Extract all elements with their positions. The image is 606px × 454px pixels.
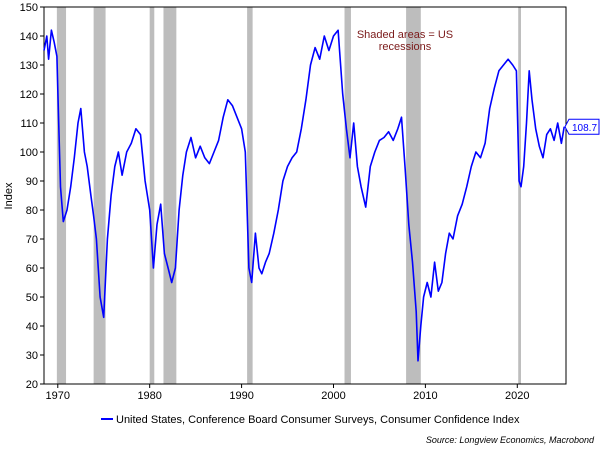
y-tick-label: 70 bbox=[26, 234, 38, 246]
annotation-line-1: Shaded areas = US bbox=[357, 29, 453, 41]
y-tick-label: 120 bbox=[20, 89, 38, 101]
y-tick-label: 50 bbox=[26, 292, 38, 304]
series-layer bbox=[43, 29, 565, 362]
y-tick-label: 60 bbox=[26, 263, 38, 275]
y-tick-label: 80 bbox=[26, 205, 38, 217]
legend: United States, Conference Board Consumer… bbox=[101, 414, 520, 426]
x-axis: 1970 1980 1990 2000 2010 2020 bbox=[46, 384, 530, 402]
x-tick-label: 2010 bbox=[413, 390, 437, 402]
recession-band bbox=[247, 7, 253, 384]
source-note: Source: Longview Economics, Macrobond bbox=[426, 435, 595, 445]
recession-band bbox=[163, 7, 177, 384]
y-axis-title: Index bbox=[3, 182, 15, 209]
plot-frame bbox=[43, 6, 567, 385]
y-tick-label: 130 bbox=[20, 60, 38, 72]
x-tick-label: 2000 bbox=[321, 390, 345, 402]
y-tick-label: 90 bbox=[26, 176, 38, 188]
x-tick-label: 1970 bbox=[46, 390, 70, 402]
legend-entry: United States, Conference Board Consumer… bbox=[116, 414, 520, 426]
x-tick-label: 1980 bbox=[137, 390, 161, 402]
last-value-marker: 108.7 bbox=[564, 118, 600, 135]
last-value-box bbox=[564, 118, 600, 135]
y-tick-label: 110 bbox=[20, 118, 38, 130]
y-tick-label: 150 bbox=[20, 2, 38, 14]
recession-band bbox=[406, 7, 421, 384]
recession-band bbox=[518, 7, 521, 384]
last-value-label: 108.7 bbox=[572, 123, 597, 134]
y-tick-label: 30 bbox=[26, 350, 38, 362]
x-tick-label: 2020 bbox=[505, 390, 529, 402]
x-tick-label: 1990 bbox=[229, 390, 253, 402]
y-axis: 20 30 40 50 60 70 80 90 100 110 120 130 140 150 bbox=[20, 2, 44, 391]
annotation-line-2: recessions bbox=[379, 41, 432, 53]
recession-band bbox=[344, 7, 351, 384]
recession-annotation: Shaded areas = US recessions bbox=[357, 29, 453, 53]
y-tick-label: 40 bbox=[26, 321, 38, 333]
series-line bbox=[43, 29, 565, 362]
recession-bands bbox=[56, 7, 521, 384]
y-tick-label: 100 bbox=[20, 147, 38, 159]
recession-band bbox=[93, 7, 106, 384]
y-tick-label: 20 bbox=[26, 379, 38, 391]
y-tick-label: 140 bbox=[20, 31, 38, 43]
axes bbox=[43, 6, 567, 385]
recession-band bbox=[149, 7, 155, 384]
